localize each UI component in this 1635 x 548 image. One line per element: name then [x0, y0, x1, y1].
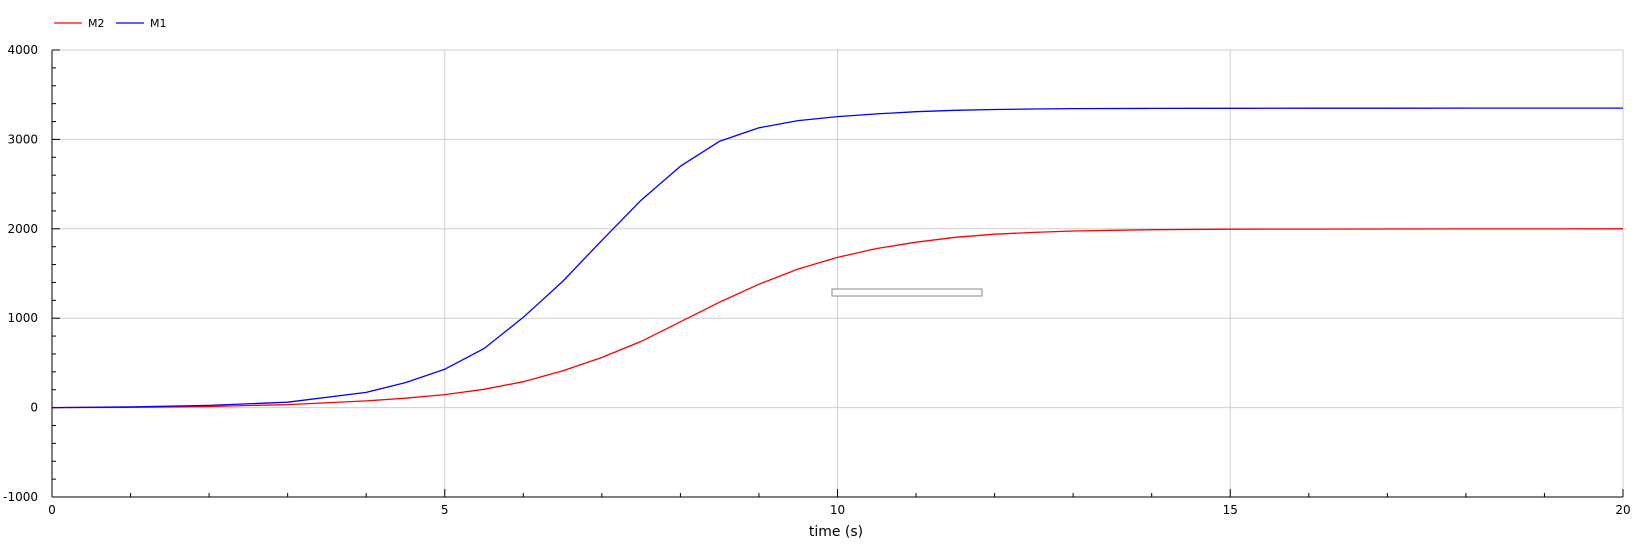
- x-tick-label: 15: [1223, 503, 1238, 517]
- x-tick-label: 5: [441, 503, 449, 517]
- x-tick-label: 20: [1615, 503, 1630, 517]
- y-tick-label: 4000: [7, 43, 38, 57]
- x-axis-title: time (s): [809, 524, 863, 540]
- series-lines: [51, 107, 1624, 409]
- legend-label-m1: M1: [150, 17, 167, 30]
- series-line-m1: [51, 107, 1623, 409]
- y-tick-label: -1000: [3, 490, 38, 504]
- overlay-label-box: [831, 288, 983, 297]
- x-tick-label: 0: [48, 503, 56, 517]
- series-line-m2: [51, 228, 1624, 409]
- y-tick-label: 2000: [7, 222, 38, 236]
- x-tick-label: 10: [830, 503, 845, 517]
- legend: M2 M1: [54, 17, 167, 30]
- y-tick-label: 1000: [7, 311, 38, 325]
- y-tick-label: 0: [30, 401, 38, 415]
- y-tick-label: 3000: [7, 132, 38, 146]
- axes: 0 5 10 15 20 -1000 0 1000 2000 3000 4000: [3, 43, 1631, 517]
- legend-label-m2: M2: [88, 17, 105, 30]
- grid-lines: [52, 49, 1624, 497]
